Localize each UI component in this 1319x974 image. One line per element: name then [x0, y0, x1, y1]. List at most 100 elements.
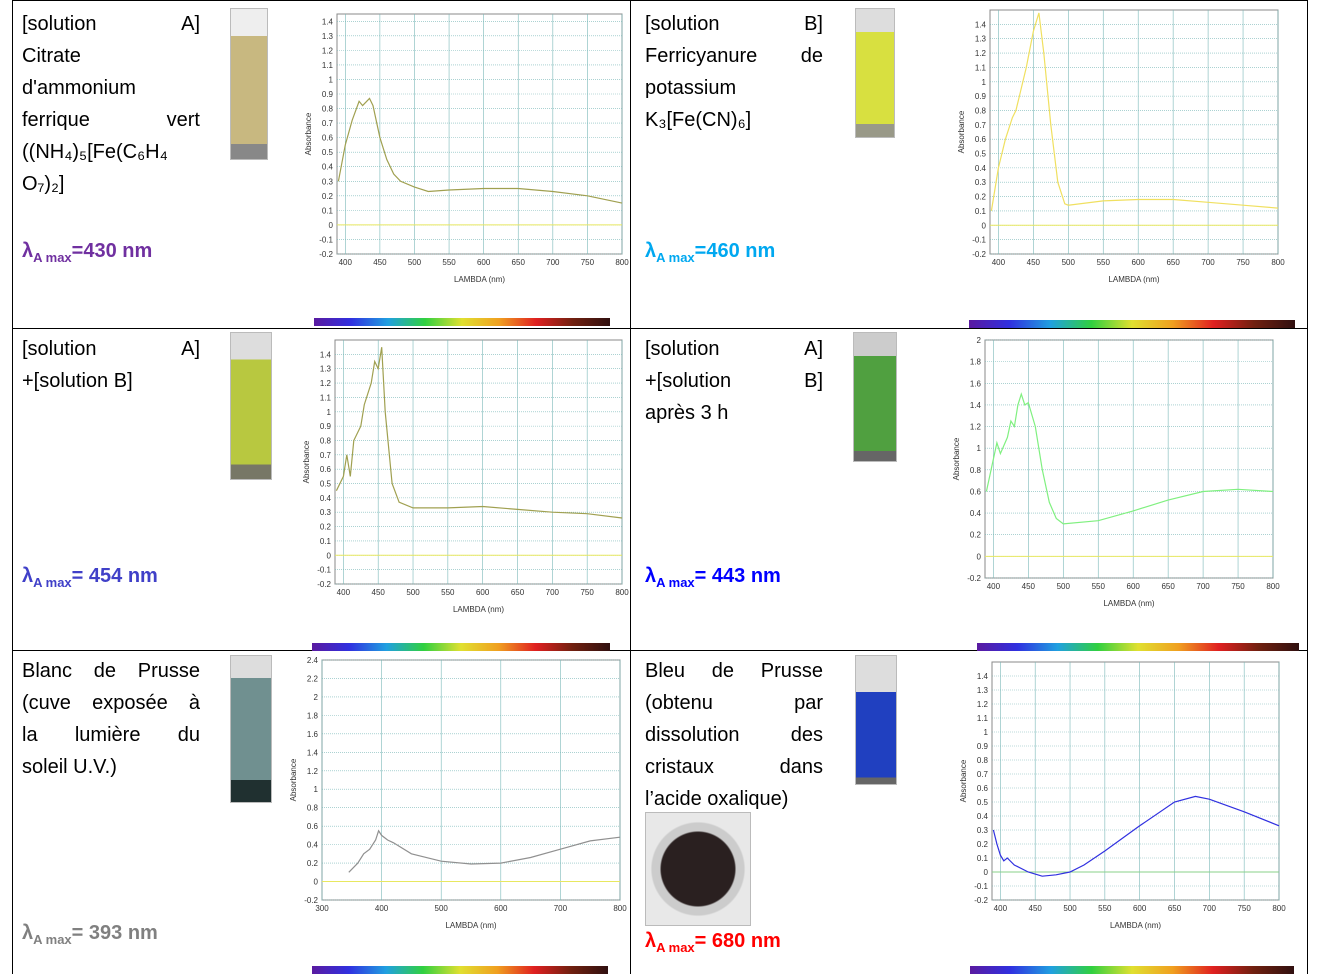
text-line: Bleu de Prusse — [645, 655, 823, 687]
y-tick-label: 0.4 — [322, 163, 334, 172]
y-tick-label: 0.8 — [307, 804, 319, 813]
y-tick-label: 1 — [984, 728, 989, 737]
lambda-subscript: A max — [33, 932, 72, 947]
text-line: après 3 h — [645, 397, 823, 429]
x-tick-label: 800 — [615, 258, 629, 267]
y-tick-label: 0.9 — [320, 422, 332, 431]
y-tick-label: 1.2 — [322, 46, 334, 55]
lambda-symbol: λ — [645, 565, 656, 587]
x-axis-label: LAMBDA (nm) — [1108, 275, 1159, 284]
x-tick-label: 800 — [1272, 904, 1286, 913]
lambda-max: λA max= 393 nm — [22, 922, 158, 947]
x-tick-label: 600 — [1127, 582, 1141, 591]
lambda-subscript: A max — [656, 575, 695, 590]
y-tick-label: 1.4 — [975, 20, 987, 29]
y-tick-label: 0.2 — [975, 193, 987, 202]
y-tick-label: 1.6 — [970, 379, 982, 388]
lambda-symbol: λ — [22, 240, 33, 262]
y-axis-label: Absorbance — [959, 759, 968, 802]
x-tick-label: 500 — [408, 258, 422, 267]
x-tick-label: 500 — [1057, 582, 1071, 591]
text-line: l’acide oxalique) — [645, 783, 823, 815]
y-tick-label: 1.2 — [977, 700, 989, 709]
y-tick-label: 0.2 — [307, 859, 319, 868]
y-axis-label: Absorbance — [952, 437, 961, 480]
x-tick-label: 650 — [1168, 904, 1182, 913]
x-tick-label: 700 — [1196, 582, 1210, 591]
y-tick-label: 0.5 — [975, 150, 987, 159]
y-tick-label: 0.6 — [975, 135, 987, 144]
lambda-subscript: A max — [656, 940, 695, 955]
y-tick-label: 1.6 — [307, 730, 319, 739]
y-axis-label: Absorbance — [304, 112, 313, 155]
y-tick-label: -0.2 — [967, 574, 981, 583]
x-tick-label: 450 — [373, 258, 387, 267]
y-tick-label: 0.6 — [320, 465, 332, 474]
y-tick-label: -0.2 — [972, 250, 986, 259]
text-line: ((NH₄)₅[Fe(C₆H₄ — [22, 136, 200, 168]
y-tick-label: 1.2 — [975, 49, 987, 58]
lambda-value: = 393 nm — [72, 922, 158, 944]
x-tick-label: 600 — [476, 588, 490, 597]
y-tick-label: 0.9 — [977, 742, 989, 751]
x-tick-label: 700 — [1201, 258, 1215, 267]
x-tick-label: 800 — [613, 904, 627, 913]
x-tick-label: 550 — [442, 258, 456, 267]
lambda-symbol: λ — [22, 922, 33, 944]
text-line: Citrate — [22, 40, 200, 72]
text-line: [solution A] — [22, 8, 200, 40]
text-line: Blanc de Prusse — [22, 655, 200, 687]
y-tick-label: 0.7 — [322, 119, 334, 128]
x-tick-label: 450 — [1027, 258, 1041, 267]
x-tick-label: 650 — [1161, 582, 1175, 591]
lambda-max: λA max= 680 nm — [645, 930, 781, 955]
lambda-max: λA max=430 nm — [22, 240, 152, 265]
y-tick-label: 1.1 — [975, 63, 987, 72]
x-tick-label: 500 — [406, 588, 420, 597]
x-tick-label: 700 — [554, 904, 568, 913]
y-tick-label: -0.1 — [972, 236, 986, 245]
y-axis-label: Absorbance — [302, 440, 311, 483]
text-line: [solution A] — [645, 333, 823, 365]
text-line: d'ammonium — [22, 72, 200, 104]
y-tick-label: 0.8 — [322, 105, 334, 114]
lambda-symbol: λ — [645, 930, 656, 952]
x-tick-label: 800 — [1271, 258, 1285, 267]
y-tick-label: 0.6 — [307, 822, 319, 831]
text-line: ferrique vert — [22, 104, 200, 136]
y-tick-label: 0.2 — [977, 840, 989, 849]
y-tick-label: 0.1 — [322, 206, 334, 215]
y-tick-label: 0.3 — [977, 826, 989, 835]
lambda-subscript: A max — [33, 250, 72, 265]
y-tick-label: 0.1 — [975, 207, 987, 216]
y-tick-label: 1.3 — [322, 32, 334, 41]
x-tick-label: 450 — [1022, 582, 1036, 591]
x-tick-label: 700 — [1203, 904, 1217, 913]
x-tick-label: 800 — [1266, 582, 1280, 591]
x-tick-label: 400 — [987, 582, 1001, 591]
x-tick-label: 450 — [372, 588, 386, 597]
y-tick-label: 0.4 — [307, 841, 319, 850]
x-tick-label: 750 — [580, 588, 594, 597]
x-axis-label: LAMBDA (nm) — [1103, 599, 1154, 608]
y-tick-label: 1.2 — [320, 379, 332, 388]
y-tick-label: 0.4 — [975, 164, 987, 173]
y-tick-label: 1.8 — [307, 711, 319, 720]
text-line: Ferricyanure de — [645, 40, 823, 72]
x-tick-label: 550 — [1092, 582, 1106, 591]
lambda-subscript: A max — [33, 575, 72, 590]
text-line: la lumière du — [22, 719, 200, 751]
y-axis-label: Absorbance — [957, 110, 966, 153]
cell-text: [solution A]+[solution B]après 3 h — [645, 333, 823, 429]
y-tick-label: 1 — [314, 785, 319, 794]
text-line: (cuve exposée à — [22, 687, 200, 719]
y-tick-label: 0 — [314, 878, 319, 887]
x-tick-label: 450 — [1029, 904, 1043, 913]
x-tick-label: 650 — [511, 588, 525, 597]
y-tick-label: 0.8 — [975, 106, 987, 115]
y-tick-label: 0 — [984, 868, 989, 877]
y-tick-label: 0.1 — [977, 854, 989, 863]
x-tick-label: 750 — [1231, 582, 1245, 591]
